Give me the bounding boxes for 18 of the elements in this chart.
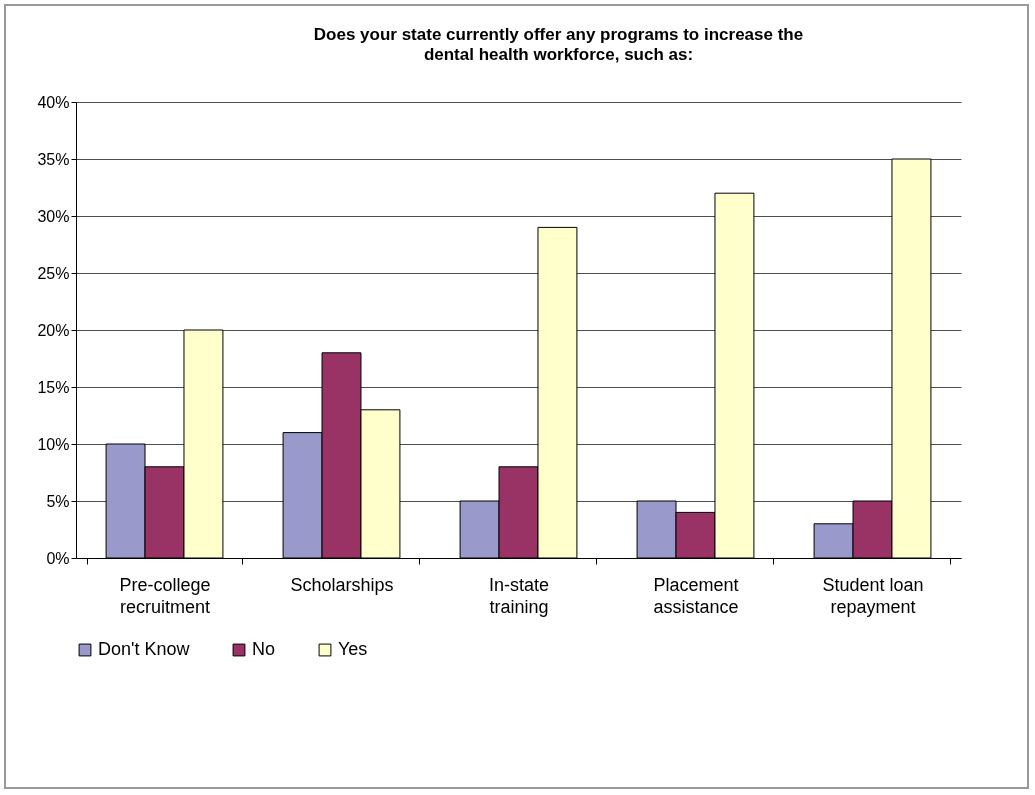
x-tick-label: Student loan repayment — [822, 574, 924, 617]
y-tick-label: 5% — [46, 492, 70, 510]
legend-label: Yes — [338, 639, 368, 659]
y-tick-label: 40% — [37, 93, 70, 111]
y-tick-label: 25% — [37, 264, 70, 282]
y-tick-label: 30% — [37, 207, 70, 225]
legend-label: Don't Know — [98, 639, 191, 659]
y-tick-label: 10% — [37, 435, 70, 453]
y-tick-label: 20% — [37, 321, 70, 339]
y-tick-label: 0% — [46, 549, 70, 567]
chart-title: Does your state currently offer any programs to increase the dental health workforce, such as: — [313, 25, 804, 64]
legend-label: No — [252, 639, 276, 659]
x-tick-label: In-state training — [488, 574, 550, 617]
x-tick-label: Scholarships — [290, 574, 394, 595]
x-tick-label: Placement assistance — [653, 574, 739, 617]
x-tick-label: Pre-college recruitment — [119, 574, 211, 617]
y-tick-label: 15% — [37, 378, 70, 396]
y-tick-label: 35% — [37, 150, 70, 168]
